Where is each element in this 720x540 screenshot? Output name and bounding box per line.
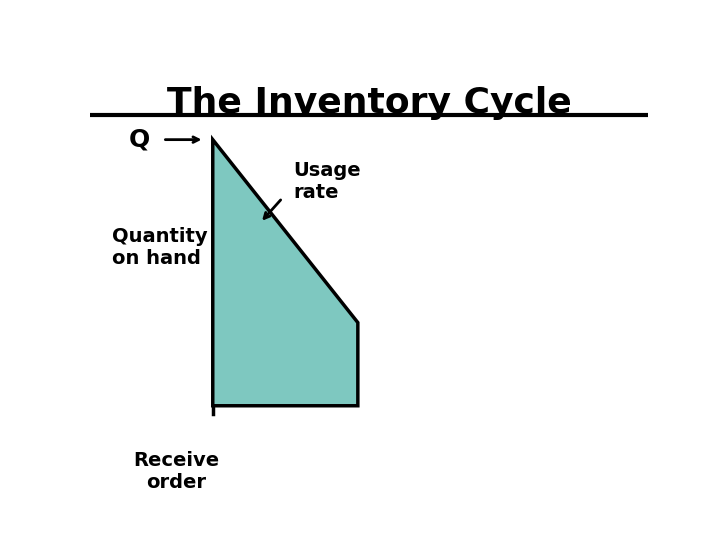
Text: Q: Q: [129, 127, 150, 152]
Text: Receive
order: Receive order: [133, 451, 220, 492]
Text: Usage
rate: Usage rate: [294, 161, 361, 202]
Text: Quantity
on hand: Quantity on hand: [112, 227, 208, 268]
Polygon shape: [213, 140, 358, 406]
Text: The Inventory Cycle: The Inventory Cycle: [166, 85, 572, 119]
